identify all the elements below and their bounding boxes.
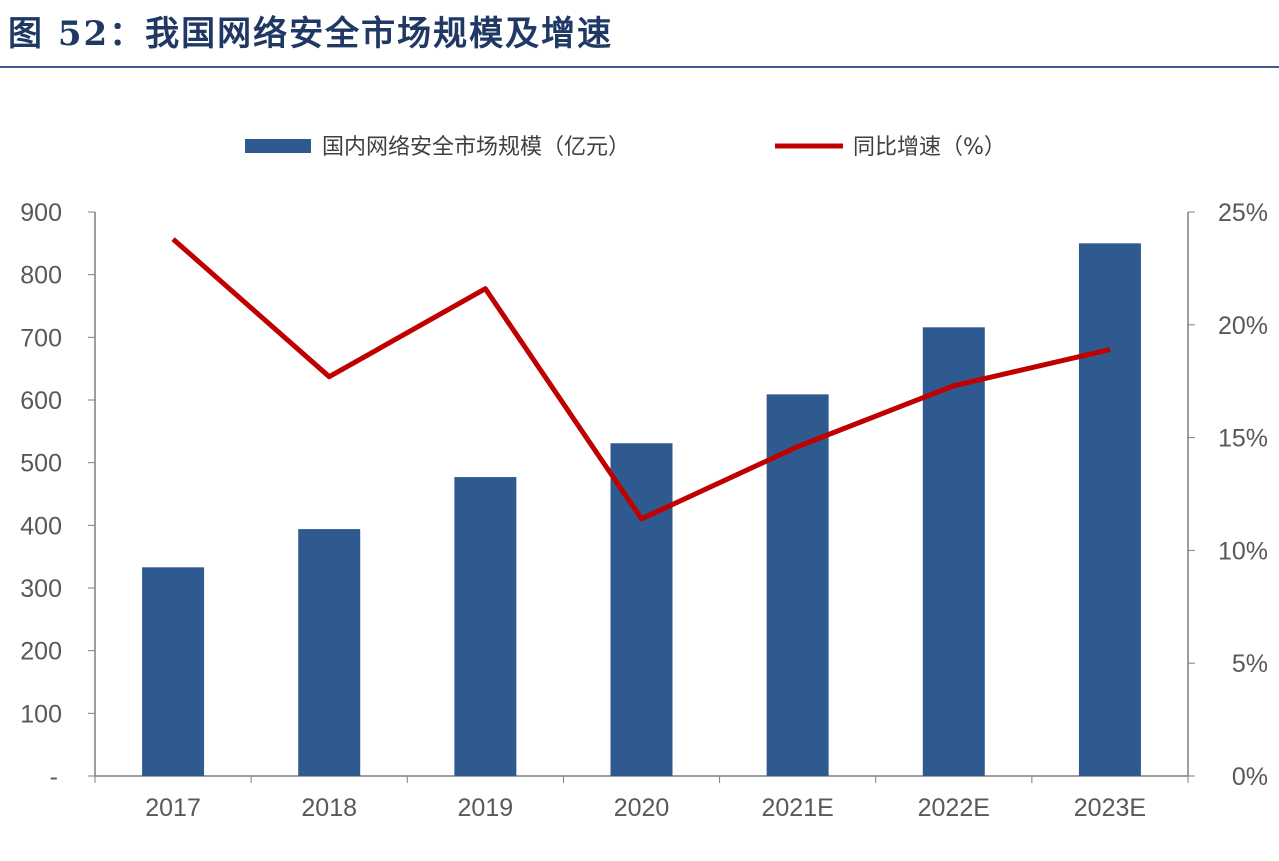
- y-tick-label: 600: [20, 387, 62, 415]
- bar: [610, 443, 673, 776]
- bar: [1078, 243, 1141, 777]
- y-tick-label: 100: [20, 700, 62, 728]
- legend-swatch-bar: [245, 139, 311, 153]
- x-tick-label: 2022E: [918, 794, 990, 822]
- y-tick-label: 700: [20, 324, 62, 352]
- x-tick-label: 2020: [614, 794, 670, 822]
- y2-tick-label: 20%: [1218, 312, 1268, 340]
- legend-label-line: 同比增速（%）: [853, 135, 1006, 160]
- y-tick-label: 200: [20, 638, 62, 666]
- y-tick-label: -: [50, 763, 58, 791]
- legend-label-bar: 国内网络安全市场规模（亿元）: [322, 135, 630, 160]
- bar: [298, 529, 361, 776]
- x-tick-label: 2021E: [761, 794, 833, 822]
- y-tick-label: 900: [20, 199, 62, 227]
- y2-tick-label: 5%: [1232, 650, 1268, 678]
- figure-title: 图 52：我国网络安全市场规模及增速: [8, 14, 614, 54]
- y2-tick-label: 25%: [1218, 199, 1268, 227]
- x-tick-label: 2018: [301, 794, 357, 822]
- y2-tick-label: 10%: [1218, 537, 1268, 565]
- y-tick-label: 500: [20, 450, 62, 478]
- bar: [142, 567, 205, 776]
- y-tick-label: 400: [20, 512, 62, 540]
- y2-tick-label: 0%: [1232, 763, 1268, 791]
- x-tick-label: 2023E: [1074, 794, 1146, 822]
- y-tick-label: 800: [20, 262, 62, 290]
- title-rule: [0, 66, 1279, 68]
- bar: [766, 394, 829, 776]
- y-tick-label: 300: [20, 575, 62, 603]
- bar: [454, 477, 517, 776]
- y2-tick-label: 15%: [1218, 425, 1268, 453]
- x-tick-label: 2017: [145, 794, 201, 822]
- x-tick-label: 2019: [458, 794, 514, 822]
- bar: [922, 327, 985, 776]
